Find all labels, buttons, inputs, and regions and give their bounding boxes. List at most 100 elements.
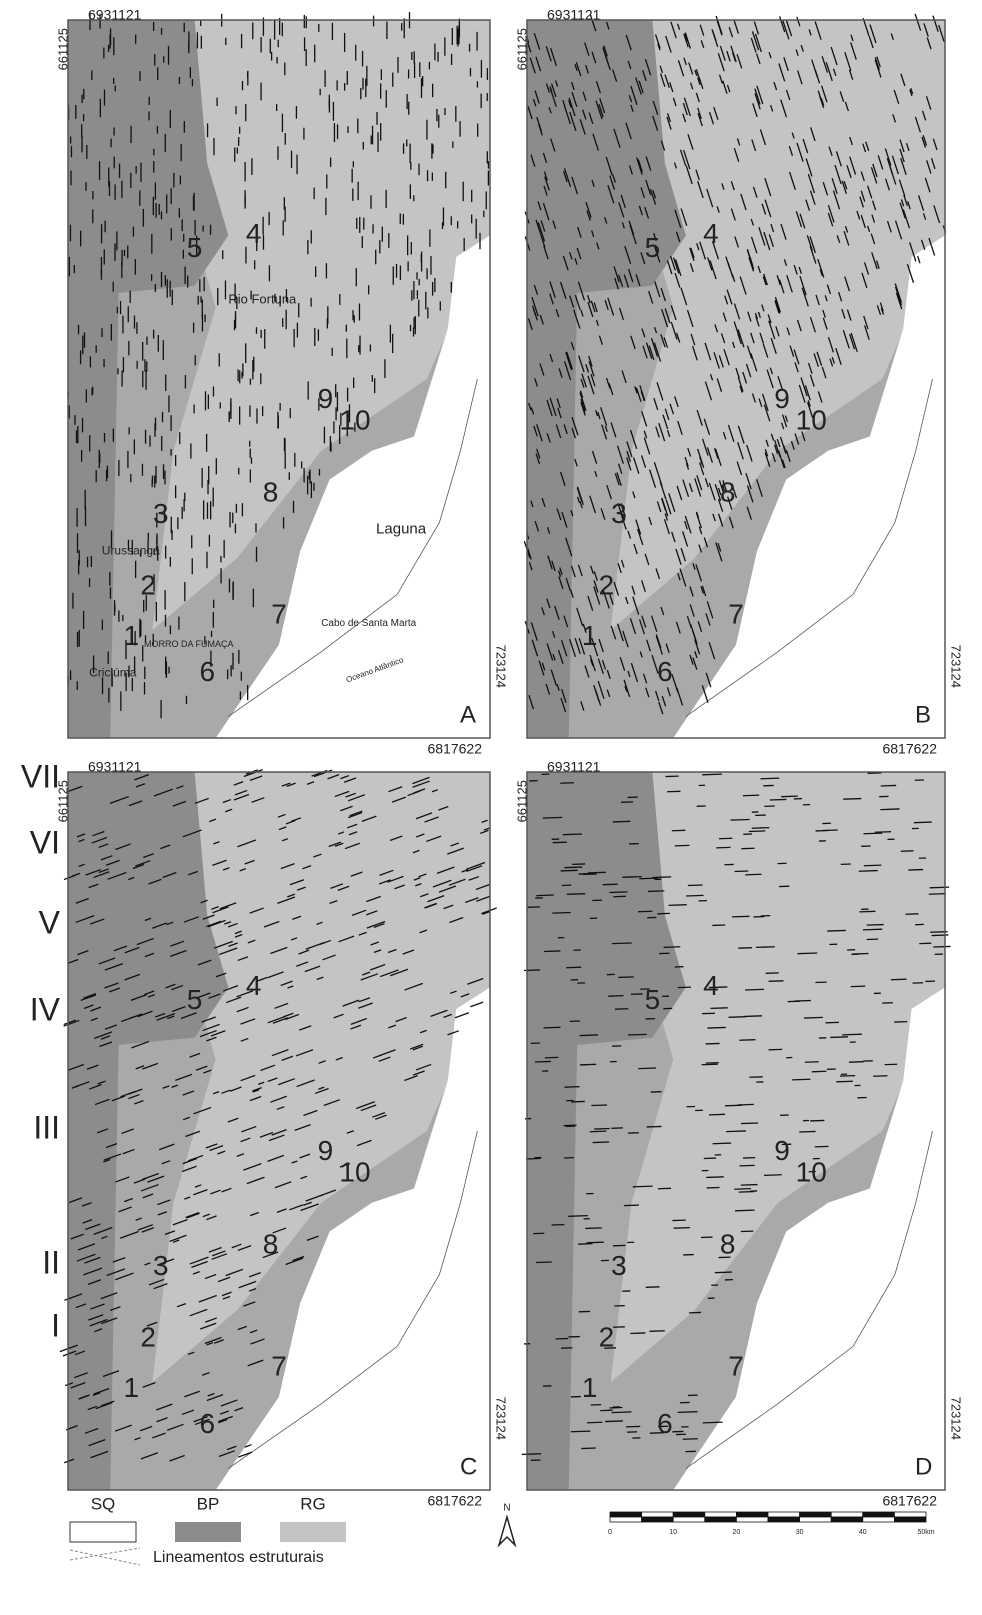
scale-segment: [673, 1517, 705, 1522]
zone-number: 10: [339, 1156, 370, 1187]
zone-number: 8: [263, 1228, 279, 1259]
lineament: [603, 884, 618, 885]
panel-letter: A: [460, 701, 476, 728]
zone-number: 9: [318, 383, 334, 414]
lineament: [580, 1035, 598, 1036]
zone-number: 3: [611, 498, 627, 529]
panel-letter: B: [915, 701, 931, 728]
lineament: [581, 1448, 595, 1449]
lineament: [797, 953, 817, 954]
lineament: [669, 905, 687, 906]
scale-segment: [800, 1517, 832, 1522]
zone-number: 2: [140, 1322, 156, 1353]
north-arrow: [499, 1517, 515, 1545]
legend-label: Lineamentos estruturais: [153, 1549, 324, 1566]
lineament: [628, 1034, 647, 1035]
lineament: [587, 1422, 602, 1423]
lineament: [930, 887, 950, 888]
lineament: [745, 989, 764, 990]
lineament: [729, 1017, 746, 1018]
zone-number: 7: [728, 598, 744, 629]
lineament: [566, 967, 581, 968]
lineament: [880, 809, 899, 810]
lineament: [830, 1037, 848, 1038]
lineament: [849, 1062, 864, 1063]
lineament: [552, 912, 570, 913]
legend-swatch: [175, 1522, 241, 1542]
lineament: [859, 871, 878, 872]
scale-segment: [705, 1512, 737, 1517]
legend-swatch: [280, 1522, 346, 1542]
zone-number: 10: [339, 404, 370, 435]
coord-top: 6931121: [547, 759, 601, 775]
scale-segment: [705, 1517, 737, 1522]
scale-label: 10: [669, 1529, 677, 1536]
lineament: [738, 1104, 754, 1105]
scale-label: 0: [608, 1529, 612, 1536]
lineament: [588, 872, 606, 873]
lineament: [702, 1064, 718, 1065]
zone-number: 9: [774, 383, 790, 414]
lineament: [536, 1262, 552, 1263]
scale-segment: [642, 1517, 674, 1522]
scale-segment: [831, 1512, 863, 1517]
scale-label: 30: [796, 1529, 804, 1536]
zone-number: 9: [774, 1135, 790, 1166]
lineament: [605, 1421, 623, 1422]
zone-number: 6: [657, 656, 673, 687]
scale-segment: [673, 1512, 705, 1517]
lineament: [842, 1034, 862, 1035]
lineament: [608, 996, 623, 997]
scale-segment: [768, 1512, 800, 1517]
map-panel: 69311216611257231246817622B12345678910: [514, 7, 963, 757]
lineament: [804, 1017, 823, 1018]
lineament: [840, 1076, 855, 1077]
lineament: [688, 885, 703, 886]
lineament: [594, 1129, 609, 1130]
scale-segment: [894, 1512, 926, 1517]
coord-bottom: 6817622: [882, 741, 937, 757]
lineament: [873, 1076, 887, 1077]
sector-label: III: [33, 1109, 60, 1145]
coord-right: 723124: [949, 1397, 964, 1440]
coord-right: 723124: [494, 645, 509, 688]
lineament: [716, 847, 730, 848]
lineament: [543, 817, 562, 818]
lineament: [709, 1114, 725, 1115]
lineament: [568, 1216, 588, 1217]
scale-label: 20: [733, 1529, 741, 1536]
lineament: [864, 833, 883, 834]
zone-number: 3: [153, 1250, 169, 1281]
zone-number: 1: [124, 620, 140, 651]
lineament: [678, 1412, 698, 1413]
lineament: [526, 1159, 541, 1160]
zone-number: 1: [582, 620, 598, 651]
lineament: [591, 1105, 607, 1106]
lineament: [567, 894, 586, 895]
lineament: [703, 1422, 723, 1423]
lineament: [812, 1071, 827, 1072]
lineament: [613, 821, 631, 822]
lineament: [639, 878, 658, 879]
lineament: [522, 1454, 541, 1455]
lineament: [769, 981, 784, 982]
scale-segment: [894, 1517, 926, 1522]
zone-number: 8: [720, 476, 736, 507]
lineament: [624, 1205, 639, 1206]
scale-segment: [831, 1517, 863, 1522]
legend-line: [70, 1550, 140, 1565]
panel-letter: D: [915, 1453, 932, 1480]
lineament: [761, 778, 780, 779]
lineament: [864, 865, 881, 866]
place-name: Urussanga: [102, 543, 160, 557]
coord-left: 661125: [514, 28, 529, 70]
zone-number: 4: [703, 970, 719, 1001]
zone-number: 3: [153, 498, 169, 529]
lineament: [740, 1165, 755, 1166]
place-name: MORRO DA FUMAÇA: [144, 639, 234, 649]
lineament: [561, 870, 578, 871]
coord-right: 723124: [494, 1397, 509, 1440]
sector-label: V: [39, 904, 61, 940]
lineament: [739, 1040, 755, 1041]
